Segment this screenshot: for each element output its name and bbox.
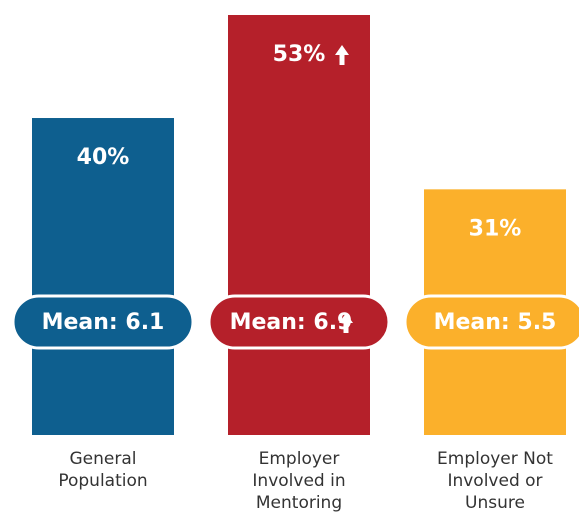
up-arrow [335, 45, 349, 65]
mean-pill [403, 294, 579, 350]
category-label: General Population [58, 449, 148, 491]
mean-label: Mean: 6.9 [230, 310, 353, 335]
mean-pill [207, 294, 391, 350]
value-label: 53% [273, 42, 326, 67]
up-arrow [339, 313, 353, 333]
mean-label: Mean: 6.1 [42, 310, 165, 335]
value-label: 31% [469, 216, 522, 241]
category-label: Employer Not Involved or Unsure [437, 449, 553, 513]
value-label: 40% [77, 145, 130, 170]
category-label: Employer Involved in Mentoring [252, 449, 346, 513]
mean-label: Mean: 5.5 [434, 310, 557, 335]
bar [32, 118, 174, 436]
bar [228, 15, 370, 435]
mean-pill [11, 294, 195, 350]
